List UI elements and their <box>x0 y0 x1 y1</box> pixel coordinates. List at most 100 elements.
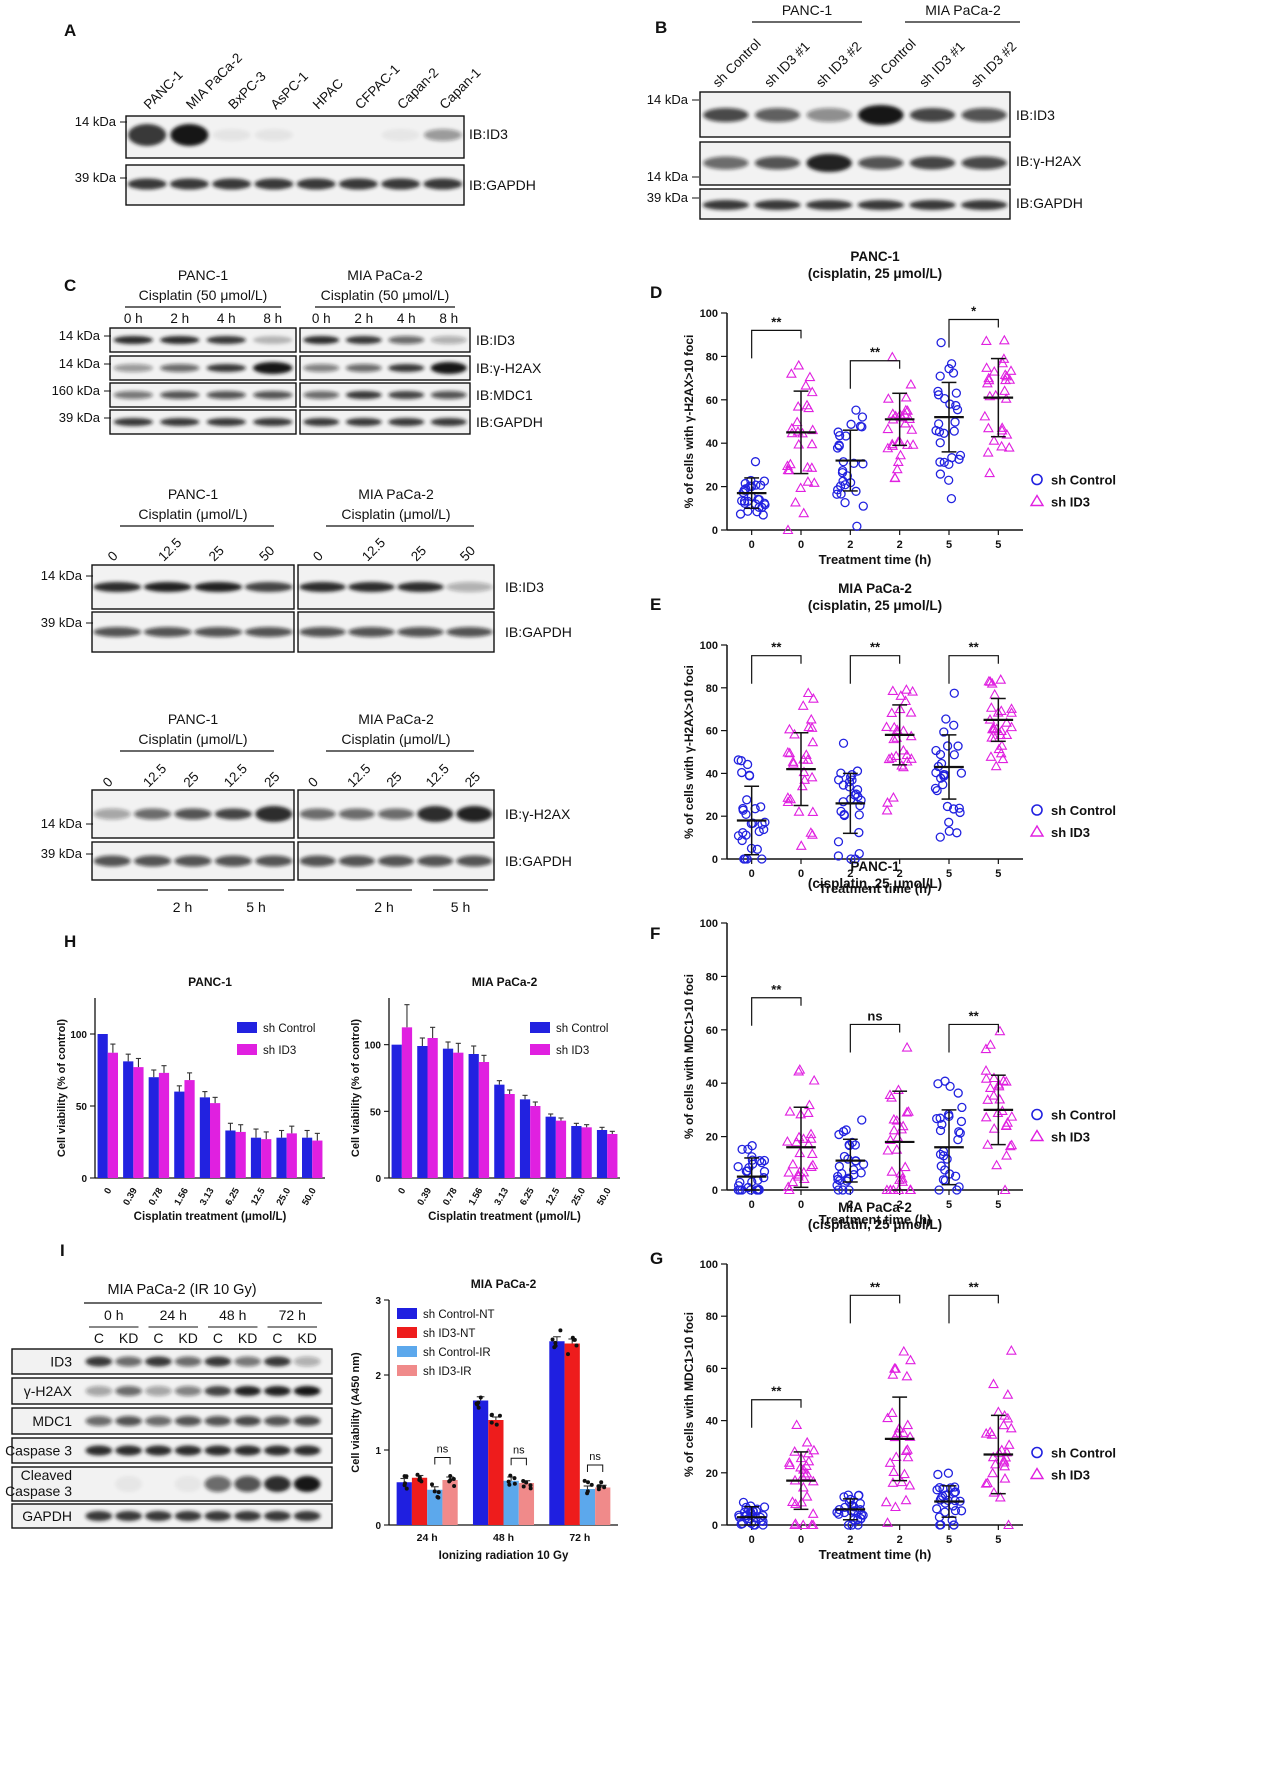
blot-band <box>303 336 340 344</box>
data-point <box>998 334 1010 345</box>
blot-band <box>214 808 252 820</box>
blot-title: MIA PaCa-2 (IR 10 Gy) <box>107 1282 256 1298</box>
legend-label: sh Control-IR <box>423 1347 491 1359</box>
blot-band <box>234 1476 262 1492</box>
y-axis-label: % of cells with MDC1>10 foci <box>682 1312 696 1477</box>
data-point <box>808 1074 820 1085</box>
blot-band <box>909 156 956 170</box>
group-label: MIA PaCa-2 <box>925 2 1001 18</box>
group-label: PANC-1 <box>168 486 219 502</box>
data-point <box>838 797 848 807</box>
legend-label: sh Control <box>556 1023 608 1035</box>
data-point <box>1001 428 1013 439</box>
data-point <box>954 1182 964 1192</box>
data-point <box>892 456 904 467</box>
y-axis-label: % of cells with MDC1>10 foci <box>682 974 696 1139</box>
group-subtitle: Cisplatin (50 μmol/L) <box>321 287 450 303</box>
data-point <box>984 390 996 401</box>
bar <box>199 1097 210 1178</box>
blot-band <box>234 1416 262 1426</box>
data-point <box>933 1469 943 1480</box>
data-point <box>998 1075 1009 1085</box>
data-point <box>983 374 995 385</box>
data-point <box>901 1106 913 1117</box>
blot-band <box>174 1476 202 1492</box>
blot-band <box>961 156 1007 170</box>
blot-band <box>115 1416 143 1426</box>
blot-band <box>244 582 293 592</box>
data-point <box>955 450 966 461</box>
blot-band <box>255 806 293 822</box>
data-point <box>794 1166 805 1177</box>
data-point <box>1002 1412 1014 1423</box>
bar <box>184 1080 195 1178</box>
data-point <box>847 1137 857 1148</box>
data-point <box>797 700 809 710</box>
data-point <box>934 1185 944 1195</box>
data-point <box>935 371 945 381</box>
blot-label: IB:γ-H2AX <box>1016 153 1082 169</box>
data-point <box>802 687 814 698</box>
data-point <box>802 461 813 472</box>
x-tick-label: 25.0 <box>569 1186 588 1208</box>
data-point <box>803 721 815 732</box>
blot-band <box>338 855 375 867</box>
blot-band <box>170 124 209 146</box>
lane-label: 25 <box>206 543 227 564</box>
replicate-dot <box>550 1337 555 1342</box>
blot-band <box>263 1476 291 1492</box>
data-point <box>857 1115 867 1125</box>
data-point <box>789 728 800 739</box>
significance-label: ** <box>771 1384 782 1399</box>
data-point <box>1006 1139 1018 1150</box>
blot-band <box>204 1386 232 1396</box>
chart-subtitle: (cisplatin, 25 μmol/L) <box>808 598 942 613</box>
blot-band <box>212 178 252 190</box>
data-point <box>886 707 898 718</box>
significance-bracket <box>849 1294 901 1324</box>
blot-band <box>299 582 346 592</box>
data-point <box>904 1431 916 1441</box>
data-point <box>941 714 951 724</box>
bar <box>250 1137 262 1178</box>
time-label: 24 h <box>160 1307 187 1323</box>
data-point <box>999 1184 1011 1195</box>
data-point <box>783 1184 795 1195</box>
y-tick-label: 80 <box>706 1311 718 1323</box>
blot-band <box>85 1386 113 1396</box>
row-label: Caspase 3 <box>5 1443 72 1459</box>
row-label: γ-H2AX <box>24 1383 73 1399</box>
data-point <box>742 795 752 805</box>
blot-band <box>128 124 167 146</box>
data-point <box>886 1407 898 1417</box>
data-point <box>956 1116 967 1127</box>
data-point <box>899 1468 910 1479</box>
blot-band <box>113 391 154 399</box>
data-point <box>944 364 954 374</box>
blot-band <box>754 200 801 210</box>
replicate-dot <box>417 1475 422 1480</box>
replicate-dot <box>528 1486 533 1491</box>
data-point <box>855 800 865 811</box>
blot-label: IB:ID3 <box>469 126 508 142</box>
significance-label: ns <box>513 1444 525 1456</box>
significance-label: ns <box>589 1451 601 1463</box>
data-point <box>838 457 849 467</box>
legend-label: sh ID3 <box>1051 1130 1090 1145</box>
blot-label: IB:ID3 <box>476 332 515 348</box>
data-point <box>733 755 743 765</box>
chart-subtitle: (cisplatin, 25 μmol/L) <box>808 266 942 281</box>
data-point <box>790 496 801 507</box>
data-point <box>835 481 846 491</box>
y-tick-label: 100 <box>700 308 718 320</box>
replicate-dot <box>521 1484 526 1489</box>
significance-bracket <box>849 655 901 684</box>
data-point <box>955 807 965 818</box>
bar <box>133 1067 144 1178</box>
x-tick-label: 0 <box>102 1186 114 1196</box>
blot-band <box>348 627 395 637</box>
lane-label: sh ID3 #2 <box>813 39 864 90</box>
data-point <box>846 419 856 429</box>
data-point <box>880 1496 892 1507</box>
data-point <box>945 1081 955 1092</box>
